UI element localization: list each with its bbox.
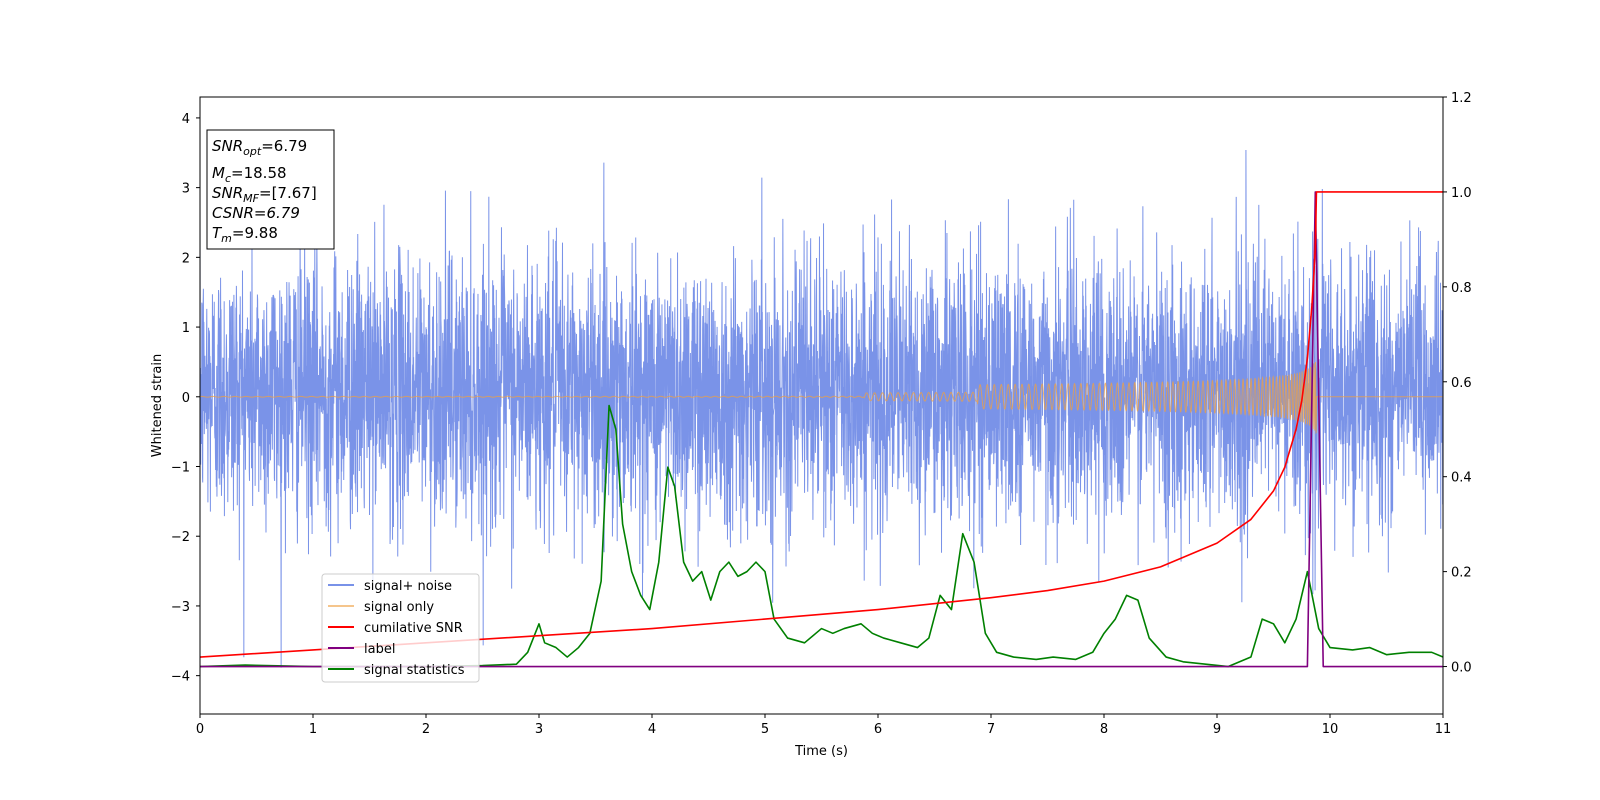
annotation-csnr: CSNR=6.79 bbox=[212, 204, 300, 222]
x-tick-label: 6 bbox=[874, 722, 882, 737]
right-y-tick-label: 0.8 bbox=[1451, 281, 1472, 296]
legend: signal+ noise signal only cumilative SNR la… bbox=[321, 573, 480, 683]
stats-annotation-box: SNRopt=6.79 Mc=18.58 SNRMF=[7.67] CSNR=6… bbox=[206, 129, 335, 250]
plot-area bbox=[200, 149, 1443, 668]
series-signal-statistics bbox=[200, 404, 1443, 668]
legend-entry-label: signal+ noise bbox=[364, 579, 452, 594]
series-cumulative-snr bbox=[200, 191, 1443, 658]
left-y-tick-label: 0 bbox=[182, 391, 190, 406]
left-y-tick-label: 4 bbox=[182, 112, 190, 127]
series-label bbox=[200, 191, 1443, 668]
x-tick-label: 9 bbox=[1213, 722, 1221, 737]
annotation-merger-time: Tm=9.88 bbox=[212, 224, 278, 245]
x-axis-label: Time (s) bbox=[794, 744, 848, 759]
left-y-tick-label: −1 bbox=[171, 461, 190, 476]
x-tick-label: 10 bbox=[1322, 722, 1339, 737]
legend-entry-label: signal statistics bbox=[364, 663, 465, 678]
y-axis-label: Whitened strain bbox=[150, 354, 165, 457]
x-axis-ticks: 0 1 2 3 4 5 6 7 8 9 10 11 bbox=[196, 714, 1451, 737]
right-y-tick-label: 0.2 bbox=[1451, 566, 1472, 581]
right-y-tick-label: 0.0 bbox=[1451, 661, 1472, 676]
left-y-tick-label: −2 bbox=[171, 530, 190, 545]
series-signal-noise bbox=[200, 149, 1443, 668]
x-tick-label: 11 bbox=[1435, 722, 1452, 737]
annotation-snr-mf: SNRMF=[7.67] bbox=[212, 184, 317, 205]
annotation-snr-opt: SNRopt=6.79 bbox=[212, 137, 307, 158]
right-y-tick-label: 0.4 bbox=[1451, 471, 1472, 486]
legend-entry-label: signal only bbox=[364, 600, 434, 615]
right-y-tick-label: 1.0 bbox=[1451, 186, 1472, 201]
left-y-tick-label: 1 bbox=[182, 321, 190, 336]
x-tick-label: 0 bbox=[196, 722, 204, 737]
left-y-tick-label: −4 bbox=[171, 670, 190, 685]
plot-frame bbox=[199, 96, 1444, 715]
annotation-chirp-mass: Mc=18.58 bbox=[212, 164, 287, 185]
left-y-tick-label: 2 bbox=[182, 251, 190, 266]
x-tick-label: 3 bbox=[535, 722, 543, 737]
x-tick-label: 7 bbox=[987, 722, 995, 737]
x-tick-label: 4 bbox=[648, 722, 656, 737]
right-y-tick-label: 0.6 bbox=[1451, 376, 1472, 391]
left-y-tick-label: −3 bbox=[171, 600, 190, 615]
left-y-tick-label: 3 bbox=[182, 182, 190, 197]
left-y-axis-ticks: 4 3 2 1 0 −1 −2 −3 −4 bbox=[171, 112, 200, 685]
x-tick-label: 1 bbox=[309, 722, 317, 737]
right-y-tick-label: 1.2 bbox=[1451, 91, 1472, 106]
legend-entry-label: label bbox=[364, 642, 395, 657]
x-tick-label: 8 bbox=[1100, 722, 1108, 737]
right-y-axis-ticks: 1.2 1.0 0.8 0.6 0.4 0.2 0.0 bbox=[1443, 91, 1472, 676]
x-tick-label: 5 bbox=[761, 722, 769, 737]
series-signal-only bbox=[200, 361, 1443, 435]
x-tick-label: 2 bbox=[422, 722, 430, 737]
legend-entry-label: cumilative SNR bbox=[364, 621, 463, 636]
